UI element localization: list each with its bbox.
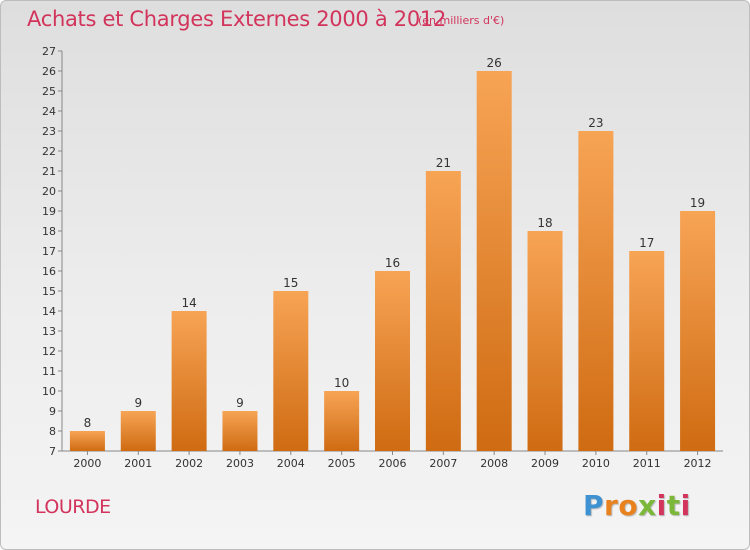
logo-letter: P	[583, 489, 605, 522]
x-tick-label: 2000	[73, 457, 101, 470]
data-label-2008: 26	[487, 56, 502, 70]
data-label-2007: 21	[436, 156, 451, 170]
data-label-2009: 18	[537, 216, 552, 230]
y-tick-label: 7	[49, 445, 56, 458]
logo-letter: r	[604, 489, 619, 522]
bar-2000	[69, 431, 105, 451]
y-tick-label: 26	[42, 65, 56, 78]
y-tick-label: 18	[42, 225, 56, 238]
y-tick-label: 13	[42, 325, 56, 338]
bar-2010	[578, 131, 614, 451]
data-label-2005: 10	[334, 376, 349, 390]
logo-letter: o	[618, 489, 639, 522]
bar-2001	[120, 411, 156, 451]
data-label-2000: 8	[84, 416, 92, 430]
x-tick-label: 2003	[226, 457, 254, 470]
y-tick-label: 11	[42, 365, 56, 378]
y-tick-label: 27	[42, 45, 56, 58]
bar-2004	[273, 291, 309, 451]
y-tick-label: 15	[42, 285, 56, 298]
x-tick-label: 2001	[124, 457, 152, 470]
x-tick-label: 2010	[582, 457, 610, 470]
y-tick-label: 24	[42, 105, 56, 118]
chart-title: Achats et Charges Externes 2000 à 2012	[27, 7, 447, 31]
y-tick-label: 8	[49, 425, 56, 438]
y-tick-label: 14	[42, 305, 56, 318]
x-tick-label: 2004	[277, 457, 305, 470]
bar-2009	[527, 231, 563, 451]
x-tick-label: 2008	[480, 457, 508, 470]
bar-2007	[425, 171, 461, 451]
data-label-2001: 9	[134, 396, 142, 410]
y-tick-label: 25	[42, 85, 56, 98]
x-tick-label: 2009	[531, 457, 559, 470]
data-label-2011: 17	[639, 236, 654, 250]
x-tick-label: 2005	[328, 457, 356, 470]
y-tick-label: 16	[42, 265, 56, 278]
bar-2008	[476, 71, 512, 451]
data-label-2002: 14	[181, 296, 196, 310]
y-tick-label: 19	[42, 205, 56, 218]
bar-2011	[629, 251, 665, 451]
bar-2005	[324, 391, 360, 451]
logo-letter: t	[666, 489, 681, 522]
x-tick-label: 2007	[429, 457, 457, 470]
data-label-2010: 23	[588, 116, 603, 130]
commune-name: LOURDE	[35, 496, 111, 518]
x-tick-label: 2006	[379, 457, 407, 470]
y-tick-label: 21	[42, 165, 56, 178]
y-tick-label: 12	[42, 345, 56, 358]
data-label-2006: 16	[385, 256, 400, 270]
y-tick-label: 10	[42, 385, 56, 398]
logo-letter: i	[680, 489, 691, 522]
bar-2012	[680, 211, 716, 451]
y-tick-label: 20	[42, 185, 56, 198]
proxiti-logo: Proxiti	[583, 489, 691, 522]
y-tick-label: 23	[42, 125, 56, 138]
y-tick-label: 17	[42, 245, 56, 258]
x-tick-label: 2012	[684, 457, 712, 470]
x-tick-label: 2002	[175, 457, 203, 470]
logo-letter: x	[638, 489, 657, 522]
bar-2003	[222, 411, 258, 451]
logo-letter: i	[656, 489, 667, 522]
y-tick-label: 9	[49, 405, 56, 418]
data-label-2003: 9	[236, 396, 244, 410]
y-tick-label: 22	[42, 145, 56, 158]
bar-2002	[171, 311, 207, 451]
data-label-2004: 15	[283, 276, 298, 290]
data-label-2012: 19	[690, 196, 705, 210]
bar-2006	[375, 271, 410, 451]
x-tick-label: 2011	[633, 457, 661, 470]
chart-subtitle: (en milliers d'€)	[418, 14, 505, 27]
